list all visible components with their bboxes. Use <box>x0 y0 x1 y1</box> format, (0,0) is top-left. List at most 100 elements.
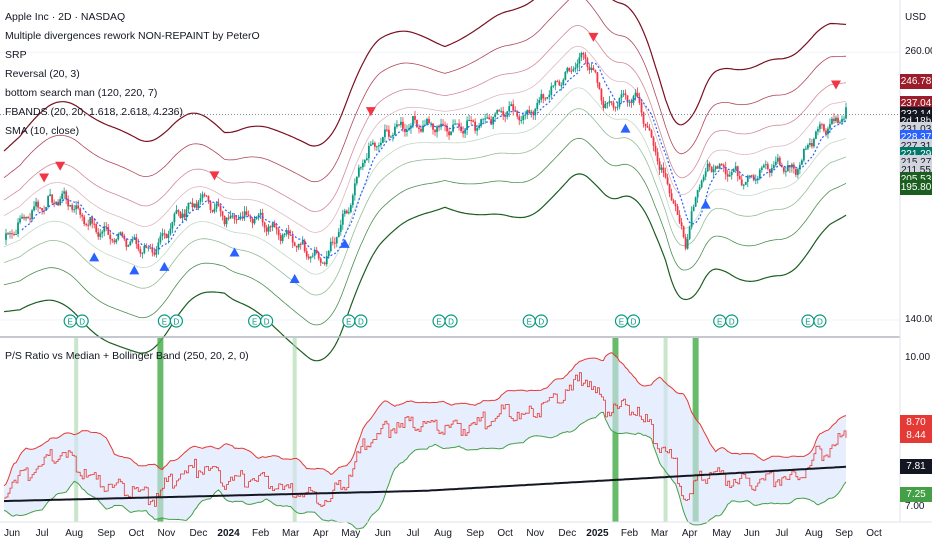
candle-body <box>35 201 37 207</box>
candle-body <box>670 193 673 201</box>
candle-body <box>382 137 384 143</box>
candle-body <box>267 226 270 232</box>
candle-body <box>283 233 286 235</box>
candle-body <box>438 126 440 128</box>
candle-body <box>7 233 9 235</box>
candle-body <box>223 215 226 225</box>
candle-body <box>694 197 697 207</box>
candle-body <box>321 262 324 264</box>
candle-body <box>678 214 681 223</box>
indicator-fbands[interactable]: FBANDS (20, 20, 1.618, 2.618, 4.236) <box>5 106 184 118</box>
candle-body <box>460 126 462 132</box>
candle-body <box>394 126 396 135</box>
candle-body <box>813 138 815 147</box>
indicator-divergences[interactable]: Multiple divergences rework NON-REPAINT … <box>5 30 260 42</box>
candle-body <box>63 191 66 194</box>
candle-body <box>71 204 74 210</box>
candle-body <box>676 206 679 215</box>
candle-body <box>311 255 314 257</box>
candle-body <box>131 239 134 242</box>
candle-body <box>257 214 260 217</box>
indicator-bottom-search[interactable]: bottom search man (120, 220, 7) <box>5 87 158 99</box>
candle-body <box>674 203 677 207</box>
candle-body <box>594 70 597 73</box>
candle-body <box>722 164 725 167</box>
candle-body <box>458 123 460 127</box>
candle-body <box>644 123 647 127</box>
candle-body <box>135 237 138 244</box>
earnings-icon-letter: D <box>358 318 364 327</box>
ps-indicator-title[interactable]: P/S Ratio vs Median + Bollinger Band (25… <box>5 350 249 362</box>
candle-body <box>704 171 707 177</box>
candle-body <box>377 145 380 147</box>
candle-body <box>672 200 675 204</box>
candle-body <box>53 202 56 204</box>
ps-highlight-bar <box>74 338 79 522</box>
currency-label[interactable]: USD <box>905 12 927 23</box>
candle-body <box>133 237 136 240</box>
indicator-srp[interactable]: SRP <box>5 49 27 61</box>
time-axis-label: Oct <box>866 528 882 539</box>
candle-body <box>658 161 661 170</box>
time-axis-label: Apr <box>312 528 329 539</box>
candle-body <box>305 251 308 257</box>
candle-body <box>343 210 346 214</box>
sell-signal-triangle <box>39 173 50 183</box>
candle-body <box>770 167 773 173</box>
ps-axis-label: 7.25 <box>900 487 932 503</box>
candle-body <box>21 216 23 219</box>
candle-body <box>839 122 841 124</box>
candle-body <box>566 67 569 72</box>
candle-body <box>418 127 420 130</box>
candle-body <box>115 239 118 243</box>
candle-body <box>103 226 106 232</box>
indicator-sma[interactable]: SMA (10, close) <box>5 125 80 137</box>
candle-body <box>253 218 256 224</box>
candle-body <box>500 111 503 113</box>
candle-body <box>684 237 687 249</box>
candle-body <box>299 243 302 245</box>
indicator-reversal[interactable]: Reversal (20, 3) <box>5 68 80 80</box>
candle-body <box>51 194 54 203</box>
buy-signal-triangle <box>620 123 631 133</box>
candle-body <box>662 167 665 174</box>
earnings-icon <box>626 314 641 328</box>
candle-body <box>237 218 240 220</box>
candle-body <box>424 124 426 126</box>
candle-body <box>139 249 142 254</box>
earnings-icon-letter: D <box>538 318 544 327</box>
candle-body <box>87 224 90 226</box>
candle-body <box>39 207 41 209</box>
earnings-icon-letter: E <box>346 318 351 327</box>
candle-body <box>331 241 334 243</box>
candle-body <box>831 118 833 125</box>
candle-body <box>275 227 278 230</box>
candle-body <box>323 262 326 265</box>
candle-body <box>786 165 789 172</box>
fbands-line-2 <box>3 108 847 296</box>
candle-body <box>317 253 320 259</box>
fbands-line-4 <box>3 45 847 233</box>
earnings-icon <box>725 314 739 328</box>
candle-body <box>778 157 781 165</box>
candle-body <box>45 206 47 211</box>
candle-body <box>384 129 386 138</box>
candle-body <box>686 239 689 249</box>
candle-body <box>55 201 58 204</box>
candle-body <box>718 164 721 169</box>
candle-body <box>279 235 282 241</box>
candle-body <box>359 167 362 169</box>
candle-body <box>706 163 709 172</box>
ps-highlight-bar <box>157 338 164 522</box>
candle-body <box>620 94 623 99</box>
symbol-title[interactable]: Apple Inc · 2D · NASDAQ <box>5 11 126 23</box>
candle-body <box>37 201 39 208</box>
candle-body <box>416 119 418 128</box>
candle-body <box>101 231 104 234</box>
candle-body <box>548 94 551 98</box>
candle-body <box>758 169 761 179</box>
candle-body <box>450 131 452 136</box>
time-axis-label: Feb <box>251 528 270 539</box>
candle-body <box>207 196 210 202</box>
